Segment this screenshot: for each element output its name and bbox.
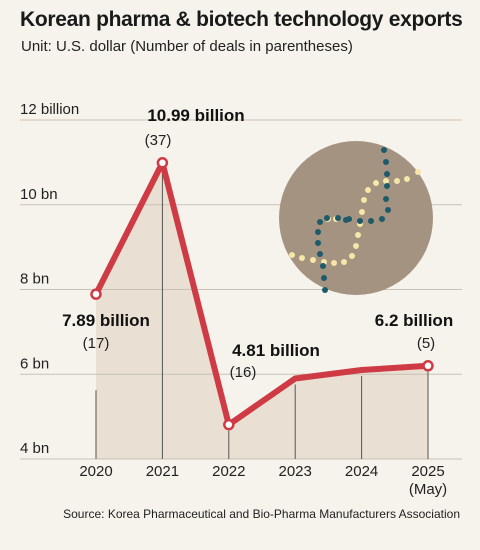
helix-dot [359, 209, 365, 215]
x-tick-sublabel: (May) [409, 481, 447, 498]
helix-dot [310, 257, 316, 263]
chart-title: Korean pharma & biotech technology expor… [20, 8, 463, 31]
x-tick-label: 2022 [212, 463, 245, 480]
x-tick-label: 2020 [79, 463, 112, 480]
y-tick-label: 8 bn [20, 271, 49, 288]
helix-dot [353, 243, 359, 249]
helix-dot [320, 263, 326, 269]
helix-dot [381, 147, 387, 153]
helix-dot [383, 178, 389, 184]
helix-dot [365, 187, 371, 193]
helix-dot [331, 260, 337, 266]
data-label-value: 10.99 billion [147, 106, 244, 125]
y-tick-label: 6 bn [20, 355, 49, 372]
helix-dot [343, 217, 349, 223]
helix-dot [315, 240, 321, 246]
helix-dot [289, 252, 295, 258]
helix-dot [349, 253, 355, 259]
series-line [93, 159, 431, 428]
source-note: Source: Korea Pharmaceutical and Bio-Pha… [63, 507, 460, 521]
helix-dot [355, 232, 361, 238]
data-point-marker [223, 418, 235, 431]
data-label-value: 4.81 billion [232, 341, 320, 360]
helix-dot [317, 219, 323, 225]
helix-dot [415, 169, 421, 175]
helix-dot [321, 275, 327, 281]
helix-dot [383, 196, 389, 202]
x-tick-label: 2023 [279, 463, 312, 480]
helix-dot [322, 287, 328, 293]
data-label-count: (16) [230, 364, 257, 381]
helix-dot [357, 218, 363, 224]
helix-dot [404, 176, 410, 182]
x-tick-label: 2021 [146, 463, 179, 480]
helix-dot [341, 259, 347, 265]
data-label-count: (37) [145, 132, 172, 149]
illustration-circle [279, 141, 433, 295]
data-point-marker [156, 157, 169, 169]
data-point-marker [90, 288, 102, 300]
data-point-marker [422, 360, 434, 372]
chart-subtitle: Unit: U.S. dollar (Number of deals in pa… [21, 38, 353, 55]
helix-dot [315, 229, 321, 235]
helix-dot [335, 215, 341, 221]
helix-dot [384, 171, 390, 177]
helix-dot [317, 251, 323, 257]
helix-dot [368, 218, 374, 224]
helix-dot [361, 197, 367, 203]
data-label-count: (17) [83, 335, 110, 352]
x-tick-label: 2024 [345, 463, 378, 480]
helix-dot [324, 215, 330, 221]
helix-dot [373, 180, 379, 186]
helix-dot [385, 207, 391, 213]
helix-dot [383, 159, 389, 165]
data-label-value: 7.89 billion [62, 311, 150, 330]
x-tick-label: 2025 [411, 463, 444, 480]
data-label-count: (5) [417, 335, 435, 352]
helix-dot [379, 216, 385, 222]
y-tick-label: 10 bn [20, 186, 58, 203]
dna-helix-icon [279, 141, 433, 295]
helix-dot [299, 255, 305, 261]
helix-dot [394, 178, 400, 184]
data-label-value: 6.2 billion [375, 311, 453, 330]
helix-dot [384, 183, 390, 189]
y-tick-label: 4 bn [20, 440, 49, 457]
y-tick-label: 12 billion [20, 101, 79, 118]
